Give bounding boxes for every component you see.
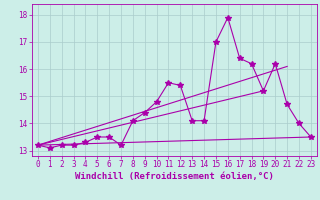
X-axis label: Windchill (Refroidissement éolien,°C): Windchill (Refroidissement éolien,°C) — [75, 172, 274, 181]
